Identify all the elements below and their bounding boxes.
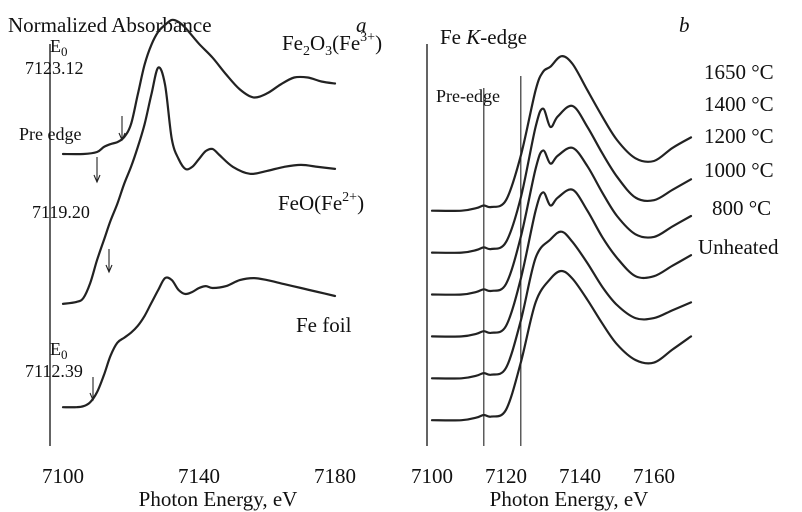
curve-fe-foil: [61, 276, 337, 409]
panel-a-curves: [61, 18, 337, 409]
annotation-text: Pre edge: [19, 124, 81, 144]
series-label-unheated: Unheated: [698, 235, 779, 259]
annotation-edge-2: 7119.20: [32, 202, 113, 274]
arrow-head: [93, 174, 101, 184]
annotation-e0-label: E0: [50, 339, 68, 362]
y-axis-title: Normalized Absorbance: [8, 13, 212, 37]
panel-b-reference-lines: Pre-edge Fe K-edge: [436, 25, 527, 446]
panel-b-curves: [430, 55, 693, 422]
annotation-energy-value: 7112.39: [25, 361, 83, 381]
panel-b-x-ticks: 7100 7120 7140 7160: [411, 464, 675, 488]
curve-fe2o3-fe3: [61, 18, 337, 156]
panel-b-x-axis-label: Photon Energy, eV: [490, 487, 649, 511]
tick-label-b-7100: 7100: [411, 464, 453, 488]
series-label-fe2o3-fe3: Fe2O3(Fe3+): [282, 30, 382, 59]
panel-b-series-labels: 1650 °C 1400 °C 1200 °C 1000 °C 800 °C Unheat…: [698, 60, 779, 259]
tick-label-a-7100: 7100: [42, 464, 84, 488]
arrow-head: [118, 132, 126, 142]
arrow-head: [89, 392, 97, 402]
tick-label-a-7180: 7180: [314, 464, 356, 488]
panel-a-x-axis-label: Photon Energy, eV: [139, 487, 298, 511]
panel-b-label: b: [679, 13, 690, 37]
curve-1650-c: [430, 55, 693, 213]
panel-a-x-ticks: 7100 7140 7180: [42, 464, 356, 488]
annotation-pre-edge-1: Pre edge: [19, 124, 101, 184]
series-label-1200-c: 1200 °C: [704, 124, 774, 148]
curve-1400-c: [430, 104, 693, 254]
curve-unheated: [430, 269, 693, 422]
tick-label-b-7160: 7160: [633, 464, 675, 488]
tick-label-b-7120: 7120: [485, 464, 527, 488]
curve-feo-fe2: [61, 66, 337, 305]
curve-1200-c: [430, 146, 693, 296]
panel-a-series-labels: Fe2O3(Fe3+) FeO(Fe2+) Fe foil: [278, 30, 382, 337]
arrow-head: [105, 264, 113, 274]
panel-a-label: a: [356, 13, 367, 37]
k-edge-label: Fe K-edge: [440, 25, 527, 49]
panel-a: a 7100 7140 7180 Fe2O3(Fe3+) FeO(Fe2+) Fe fo…: [19, 13, 382, 511]
series-label-fe-foil: Fe foil: [296, 313, 352, 337]
tick-label-a-7140: 7140: [178, 464, 220, 488]
curve-800-c: [430, 230, 693, 380]
annotation-text: 7119.20: [32, 202, 90, 222]
panel-b: b 7100 7120 7140 7160 Pre-edge Fe K-edge 165…: [411, 13, 779, 511]
tick-label-b-7140: 7140: [559, 464, 601, 488]
annotation-energy-value: 7123.12: [25, 58, 84, 78]
series-label-1000-c: 1000 °C: [704, 158, 774, 182]
curve-1000-c: [430, 188, 693, 338]
series-label-feo-fe2: FeO(Fe2+): [278, 190, 364, 215]
series-label-1400-c: 1400 °C: [704, 92, 774, 116]
pre-edge-label: Pre-edge: [436, 86, 500, 106]
series-label-800-c: 800 °C: [712, 196, 771, 220]
annotation-e0-label: E0: [50, 36, 68, 59]
series-label-1650-c: 1650 °C: [704, 60, 774, 84]
